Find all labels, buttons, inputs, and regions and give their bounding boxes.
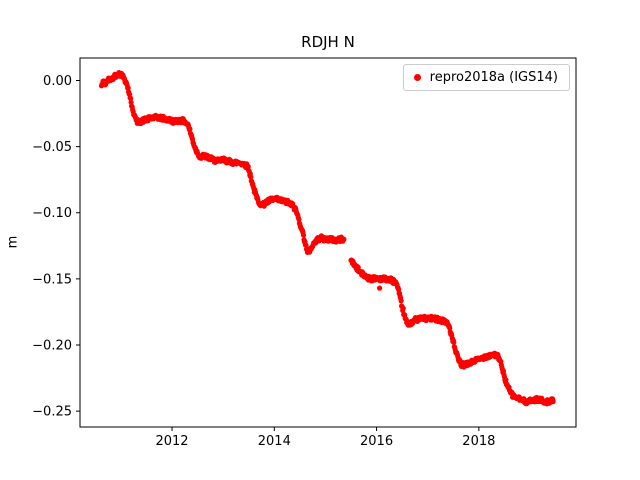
y-tick-label: −0.20 <box>32 339 72 354</box>
data-point <box>187 126 193 132</box>
legend-series-label: repro2018a (IGS14) <box>429 70 558 85</box>
chart-title: RDJH N <box>301 33 355 51</box>
y-tick-label: 0.00 <box>43 74 72 89</box>
y-tick-label: −0.25 <box>32 405 72 420</box>
data-point <box>398 298 404 304</box>
data-point <box>451 339 457 345</box>
scatter-series <box>98 70 556 407</box>
y-tick-label: −0.15 <box>32 272 72 287</box>
y-tick-label: −0.05 <box>32 140 72 155</box>
x-tick-label: 2018 <box>462 434 495 449</box>
data-point <box>400 305 406 311</box>
data-point <box>550 397 556 404</box>
data-point <box>396 286 402 293</box>
data-point <box>248 174 254 180</box>
data-point <box>245 163 251 170</box>
data-point <box>128 95 134 101</box>
x-tick-label: 2014 <box>258 434 291 449</box>
legend-marker-dot-icon <box>413 74 421 81</box>
legend: repro2018a (IGS14) <box>402 64 570 91</box>
x-tick-label: 2012 <box>155 434 188 449</box>
data-point <box>503 377 509 383</box>
x-tick-label: 2016 <box>360 434 393 449</box>
data-point <box>341 236 347 242</box>
data-point <box>300 232 307 238</box>
data-point <box>296 216 302 222</box>
y-tick-label: −0.10 <box>32 206 72 221</box>
axes-frame <box>79 57 577 428</box>
data-point <box>377 285 383 291</box>
